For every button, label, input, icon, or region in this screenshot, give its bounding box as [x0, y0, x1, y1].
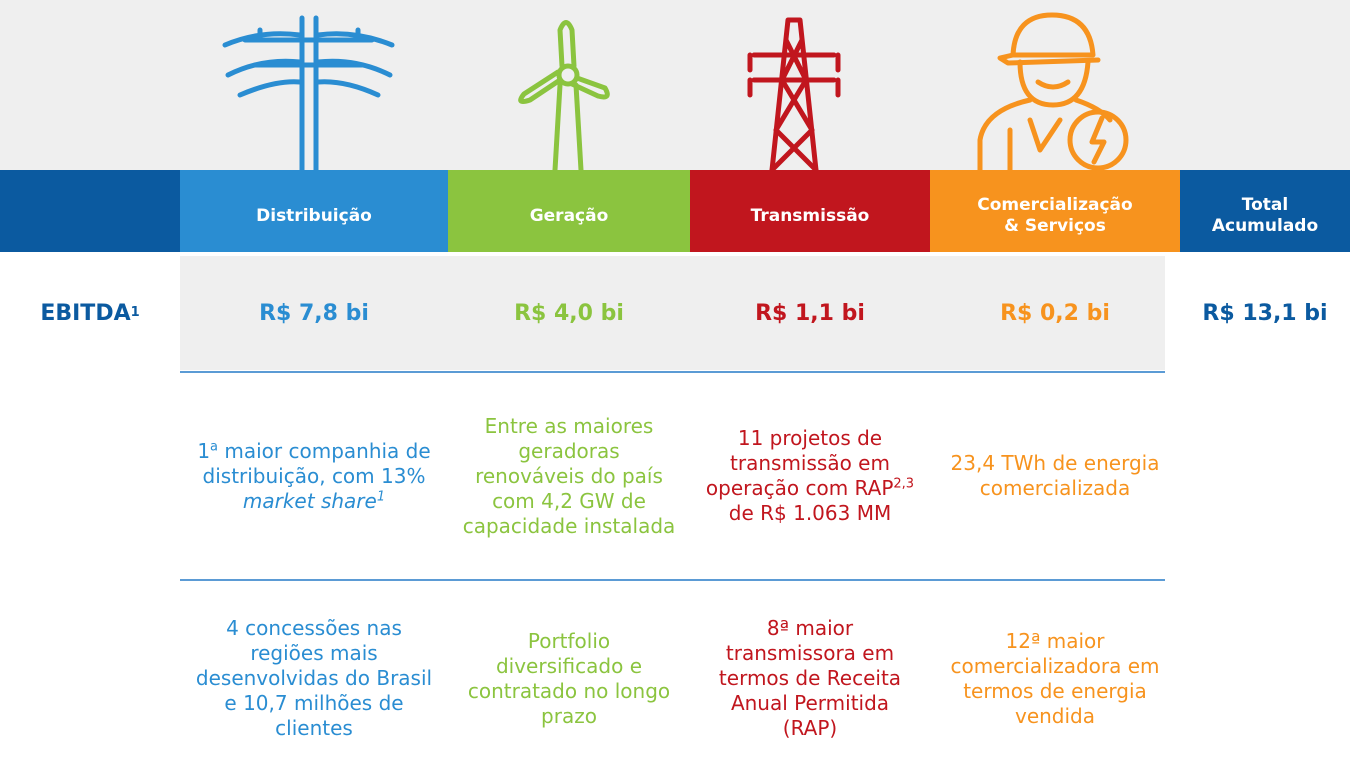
header-line: Distribuição: [256, 205, 372, 226]
text-cell: 12ª maior comercializadora em termos de …: [930, 582, 1180, 775]
header-cell: Total Acumulado: [1180, 170, 1350, 252]
icon-band: [0, 0, 1350, 173]
ebitda-text: EBITDA: [40, 300, 131, 326]
pole-icon: [222, 15, 395, 173]
text-part: 23,4 TWh de energia comercializada: [950, 451, 1160, 500]
header-line: Total: [1241, 195, 1289, 215]
ebitda-label: EBITDA 1: [40, 300, 140, 326]
tower-icon: [747, 17, 841, 173]
worker-icon: [977, 12, 1129, 173]
cell-text: Entre as maiores geradoras renováveis do…: [462, 414, 676, 539]
ebitda-total: R$ 13,1 bi: [1202, 300, 1328, 326]
text-part: 12ª maior comercializadora em termos de …: [950, 628, 1160, 728]
ebitda-band: [180, 256, 1165, 370]
header-line: & Serviços: [1004, 216, 1106, 236]
text-part: 8ª maior transmissora em termos de Recei…: [718, 616, 902, 740]
row-rule: [180, 579, 1165, 581]
text-cell: Portfolio diversificado e contratado no …: [448, 582, 690, 775]
text-part: maior companhia de distribuição, com 13%: [202, 438, 431, 488]
header-line: Comercialização: [977, 195, 1133, 215]
text-part: 1: [197, 438, 211, 463]
text-part: Portfolio diversificado e contratado no …: [467, 628, 671, 728]
header-line: Acumulado: [1211, 216, 1319, 236]
cell-text: 8ª maior transmissora em termos de Recei…: [704, 616, 916, 741]
icons: [222, 12, 1129, 173]
text-part: 4 concessões nas regiões mais desenvolvi…: [195, 616, 433, 740]
row-rule: [180, 371, 1165, 373]
text-part: market share: [242, 488, 377, 513]
text-cell: 4 concessões nas regiões mais desenvolvi…: [180, 582, 448, 775]
cell-text: 4 concessões nas regiões mais desenvolvi…: [194, 616, 434, 741]
windmill-icon: [518, 20, 610, 173]
ebitda-value: R$ 1,1 bi: [755, 300, 865, 326]
text-part: a: [210, 438, 219, 454]
header-cell: Comercialização & Serviços: [930, 170, 1180, 252]
cell-text: 12ª maior comercializadora em termos de …: [944, 629, 1166, 729]
header-cell: Geração: [448, 170, 690, 252]
cell-text: 23,4 TWh de energia comercializada: [944, 451, 1166, 501]
header-line: Geração: [529, 205, 609, 226]
header-cell: Transmissão: [690, 170, 930, 252]
text-part: 11 projetos de transmissão em operação c…: [705, 426, 894, 500]
text-cell: Entre as maiores geradoras renováveis do…: [448, 374, 690, 578]
text-cell: 8ª maior transmissora em termos de Recei…: [690, 582, 930, 775]
text-part: Entre as maiores geradoras renováveis do…: [462, 413, 676, 538]
text-part: 1: [376, 488, 386, 504]
cell-text: 11 projetos de transmissão em operação c…: [704, 426, 916, 526]
ebitda-value: R$ 4,0 bi: [514, 300, 624, 326]
text-part: de R$ 1.063 MM: [728, 501, 892, 525]
text-cell: 23,4 TWh de energia comercializada: [930, 374, 1180, 578]
ebitda-value: R$ 0,2 bi: [1000, 300, 1110, 326]
text-cell: 1a maior companhia de distribuição, com …: [180, 374, 448, 578]
ebitda-value: R$ 7,8 bi: [259, 300, 369, 326]
cell-text: 1a maior companhia de distribuição, com …: [194, 439, 434, 514]
header-line: Transmissão: [750, 205, 870, 226]
header-cell: Distribuição: [180, 170, 448, 252]
cell-text: Portfolio diversificado e contratado no …: [462, 629, 676, 729]
text-part: 2,3: [893, 476, 915, 492]
text-cell: 11 projetos de transmissão em operação c…: [690, 374, 930, 578]
